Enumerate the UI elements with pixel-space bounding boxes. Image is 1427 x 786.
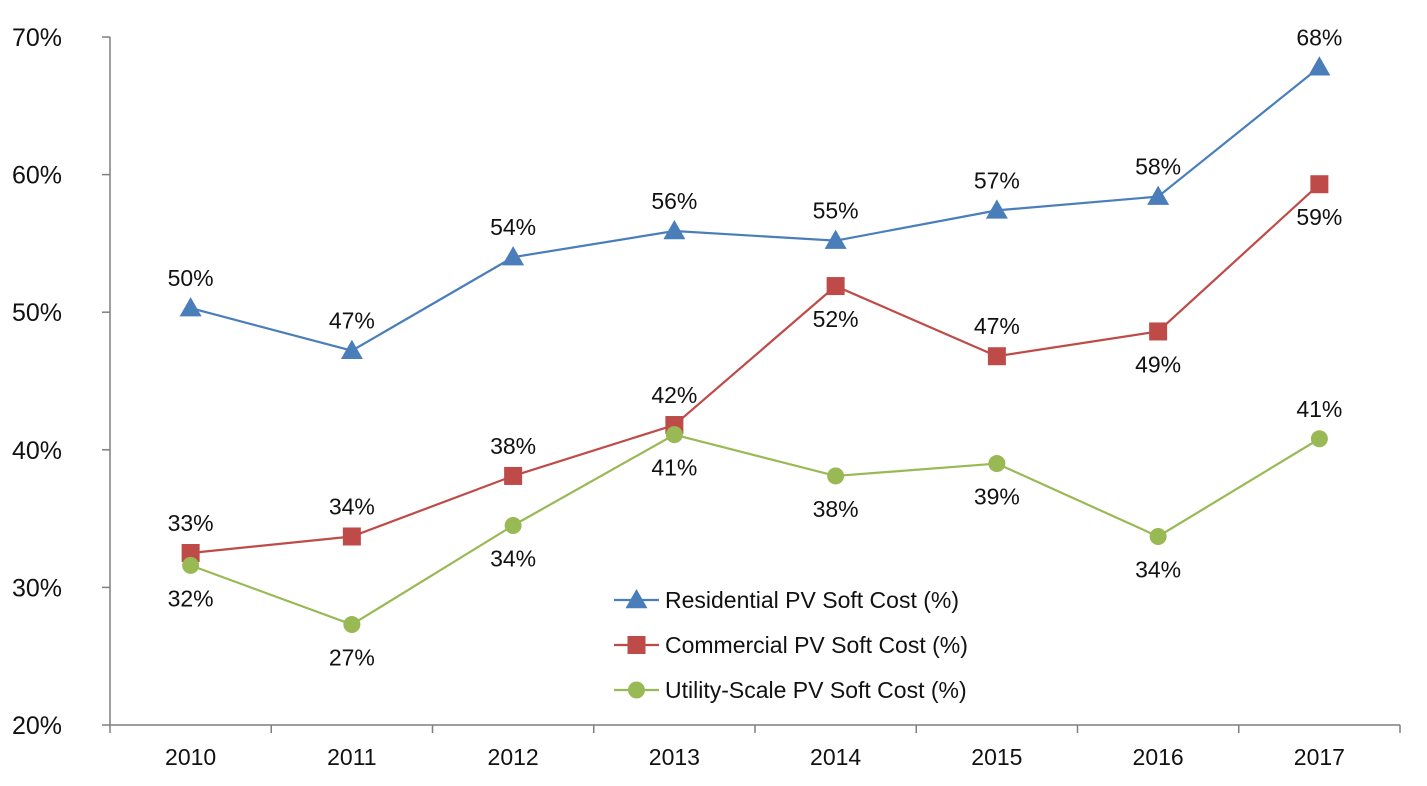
data-point: [342, 527, 361, 546]
data-label: 41%: [1296, 396, 1342, 422]
data-label: 47%: [974, 313, 1020, 339]
legend: Residential PV Soft Cost (%) Commercial P…: [614, 587, 968, 703]
series-line: [190, 183, 1321, 555]
x-tick-label: 2013: [649, 744, 700, 770]
series-1: [179, 56, 1331, 359]
y-tick-label: 30%: [12, 574, 62, 602]
series-line: [190, 66, 1321, 352]
data-point: [343, 616, 361, 634]
data-point: [1147, 185, 1170, 205]
data-label: 38%: [813, 496, 859, 522]
data-label: 58%: [1135, 154, 1181, 180]
data-label: 59%: [1296, 204, 1342, 230]
series-3: [182, 426, 1328, 634]
data-label: 34%: [1135, 556, 1181, 582]
data-point: [1149, 322, 1168, 341]
data-label: 68%: [1296, 24, 1342, 50]
series-layer: [179, 56, 1331, 634]
data-point: [1310, 430, 1328, 448]
x-tick-label: 2012: [488, 744, 539, 770]
data-point: [179, 297, 202, 317]
x-tick-label: 2014: [810, 744, 861, 770]
data-label: 47%: [329, 308, 375, 334]
x-tick-label: 2015: [971, 744, 1022, 770]
data-point: [182, 556, 200, 574]
series-2: [181, 175, 1329, 562]
legend-item: Commercial PV Soft Cost (%): [614, 632, 968, 658]
legend-marker: [625, 589, 648, 609]
y-tick-label: 20%: [12, 712, 62, 740]
data-label: 34%: [329, 493, 375, 519]
data-label: 33%: [168, 510, 214, 536]
legend-label: Residential PV Soft Cost (%): [665, 587, 959, 613]
data-labels: 50% 47% 54% 56% 55% 57% 58% 68% 33% 34% 38% 42% 52% 4…: [168, 24, 1343, 670]
y-tick-label: 70%: [12, 24, 62, 52]
legend-label: Utility-Scale PV Soft Cost (%): [665, 677, 967, 703]
data-point: [663, 220, 686, 240]
data-point: [340, 339, 363, 359]
y-tick-label: 50%: [12, 299, 62, 327]
data-point: [985, 199, 1008, 219]
data-point: [1308, 56, 1331, 76]
y-tick-label: 60%: [12, 162, 62, 190]
data-point: [987, 347, 1006, 366]
data-label: 52%: [813, 306, 859, 332]
legend-label: Commercial PV Soft Cost (%): [665, 632, 968, 658]
y-tick-label: 40%: [12, 437, 62, 465]
data-point: [1310, 175, 1329, 194]
legend-marker: [627, 636, 646, 654]
axes: 20% 30% 40% 50% 60% 70% 2010 2011 2012 2013 2014 20…: [12, 24, 1401, 770]
data-label: 56%: [651, 188, 697, 214]
legend-marker: [628, 681, 645, 699]
data-label: 39%: [974, 484, 1020, 510]
data-label: 54%: [490, 214, 536, 240]
data-point: [988, 455, 1006, 473]
data-point: [504, 466, 523, 485]
data-label: 34%: [490, 545, 536, 571]
data-point: [181, 544, 200, 562]
x-tick-label: 2011: [327, 744, 376, 770]
data-label: 38%: [490, 433, 536, 459]
data-label: 32%: [168, 585, 214, 611]
data-label: 42%: [651, 382, 697, 408]
x-tick-label: 2016: [1133, 744, 1184, 770]
data-label: 41%: [651, 455, 697, 481]
data-point: [502, 246, 525, 266]
x-tick-label: 2017: [1294, 744, 1345, 770]
data-point: [827, 467, 845, 485]
series-line: [190, 433, 1320, 626]
data-point: [665, 426, 683, 444]
legend-item: Utility-Scale PV Soft Cost (%): [614, 677, 967, 703]
data-point: [1149, 527, 1167, 545]
data-point: [826, 277, 845, 296]
data-label: 50%: [168, 265, 214, 291]
data-label: 27%: [329, 645, 375, 671]
data-point: [824, 229, 847, 249]
data-label: 49%: [1135, 351, 1181, 377]
legend-item: Residential PV Soft Cost (%): [614, 587, 959, 613]
data-label: 57%: [974, 167, 1020, 193]
x-tick-label: 2010: [165, 744, 216, 770]
data-label: 55%: [813, 198, 859, 224]
data-point: [504, 516, 522, 534]
